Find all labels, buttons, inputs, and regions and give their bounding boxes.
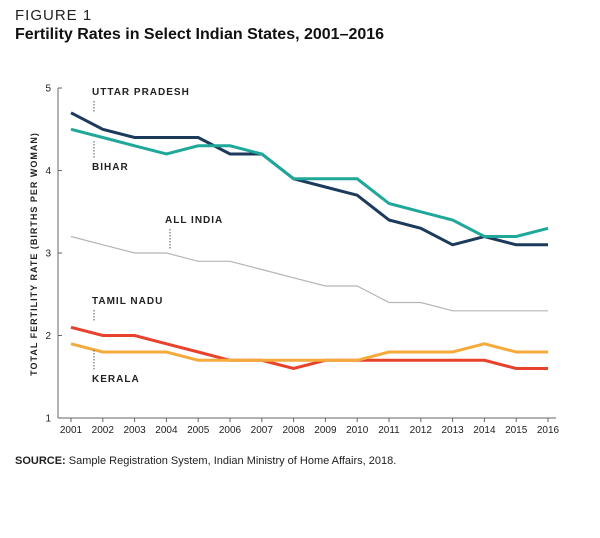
series-lines: [70, 111, 549, 371]
source-note: SOURCE: Sample Registration System, Indi…: [15, 455, 396, 467]
source-label: SOURCE:: [15, 455, 66, 467]
x-tick-label: 2008: [282, 425, 305, 436]
y-tick-label: 3: [45, 249, 51, 260]
x-tick-label: 2012: [410, 425, 433, 436]
x-tick-label: 2009: [314, 425, 337, 436]
y-tick-label: 5: [45, 84, 51, 95]
series-label-tamil-nadu: TAMIL NADU: [92, 296, 163, 307]
axes: 1 2 3 4 5 2001 2002 2003 2004 2005 2006 2007 2008 200…: [45, 84, 559, 437]
x-tick-label: 2013: [441, 425, 464, 436]
series-line-tamil-nadu: [70, 325, 548, 371]
x-tick-label: 2015: [505, 425, 528, 436]
x-tick-label: 2010: [346, 425, 369, 436]
x-tick-label: 2001: [60, 425, 83, 436]
series-labels: UTTAR PRADESH BIHAR ALL INDIA TAMIL NADU KER…: [92, 87, 223, 385]
y-tick-label: 2: [45, 331, 51, 342]
x-tick-label: 2011: [378, 425, 400, 436]
source-text: Sample Registration System, Indian Minis…: [68, 455, 397, 467]
series-label-bihar: BIHAR: [92, 162, 129, 173]
line-chart: TOTAL FERTILITY RATE (BIRTHS PER WOMAN) …: [29, 84, 560, 437]
x-tick-label: 2014: [473, 425, 496, 436]
y-axis-label: TOTAL FERTILITY RATE (BIRTHS PER WOMAN): [29, 132, 39, 376]
figure-kicker: FIGURE 1: [15, 7, 93, 24]
series-line-bihar: [70, 127, 549, 238]
x-tick-label: 2004: [155, 425, 178, 436]
series-label-all-india: ALL INDIA: [165, 215, 223, 226]
x-tick-label: 2007: [251, 425, 274, 436]
x-tick-label: 2005: [187, 425, 210, 436]
series-label-uttar-pradesh: UTTAR PRADESH: [92, 87, 190, 98]
series-line-uttar-pradesh: [70, 111, 548, 247]
x-tick-label: 2016: [537, 425, 560, 436]
y-tick-label: 4: [45, 166, 51, 177]
series-line-kerala: [70, 342, 548, 362]
series-label-kerala: KERALA: [92, 374, 140, 385]
chart-title: Fertility Rates in Select Indian States,…: [15, 26, 385, 43]
series-line-all-india: [70, 235, 548, 312]
x-tick-label: 2003: [123, 425, 146, 436]
x-tick-label: 2002: [92, 425, 115, 436]
y-tick-label: 1: [45, 414, 51, 425]
x-tick-label: 2006: [219, 425, 242, 436]
